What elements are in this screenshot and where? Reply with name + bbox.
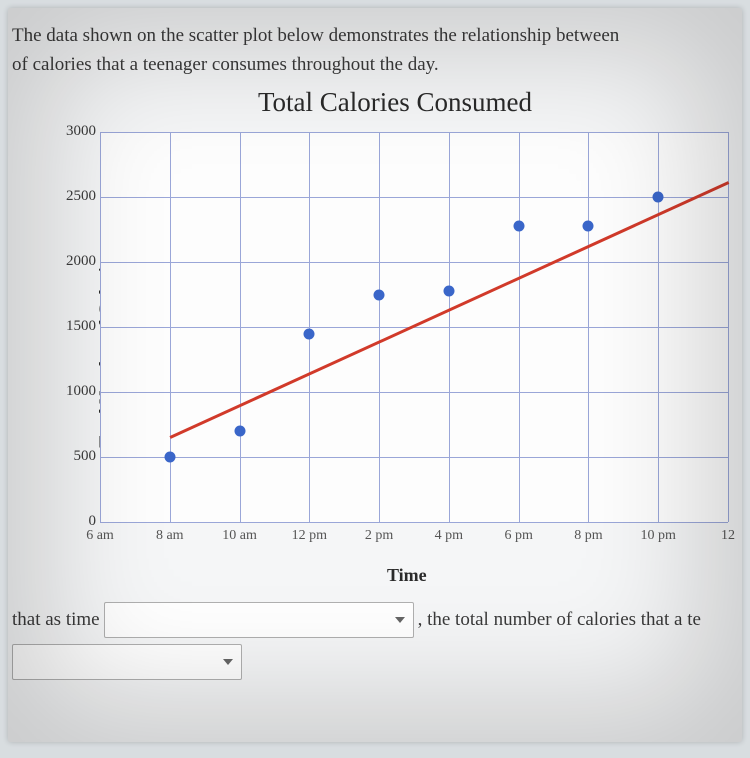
answer-middle: , the total number of calories that a te <box>418 609 701 631</box>
x-tick: 10 pm <box>641 528 676 544</box>
answer-prefix: that as time <box>12 609 100 631</box>
x-tick: 6 pm <box>504 528 532 544</box>
chevron-down-icon <box>223 659 233 665</box>
y-tick: 1500 <box>52 318 96 335</box>
plot-area <box>100 132 728 522</box>
data-point <box>374 289 385 300</box>
x-tick: 2 pm <box>365 528 393 544</box>
gridline <box>100 392 728 393</box>
gridline <box>100 197 728 198</box>
data-point <box>583 220 594 231</box>
gridline <box>728 132 729 522</box>
y-tick: 1000 <box>52 383 96 400</box>
x-tick: 12 <box>721 528 735 544</box>
x-axis-label: Time <box>387 565 427 586</box>
x-tick: 8 am <box>156 528 184 544</box>
gridline <box>100 262 728 263</box>
data-point <box>443 285 454 296</box>
y-tick: 500 <box>52 448 96 465</box>
question-line-2: of calories that a teenager consumes thr… <box>12 54 439 75</box>
question-line-1: The data shown on the scatter plot below… <box>12 25 619 46</box>
x-tick: 8 pm <box>574 528 602 544</box>
gridline <box>100 522 728 523</box>
chart-title: Total Calories Consumed <box>8 87 742 118</box>
x-tick: 4 pm <box>435 528 463 544</box>
gridline <box>100 132 728 133</box>
x-tick: 12 pm <box>292 528 327 544</box>
data-point <box>653 192 664 203</box>
y-tick: 3000 <box>52 123 96 140</box>
scatter-chart: Total Number of Calories Time 0500100015… <box>18 120 738 580</box>
data-point <box>304 328 315 339</box>
worksheet-page: The data shown on the scatter plot below… <box>8 8 742 742</box>
answer-row: that as time , the total number of calor… <box>8 602 742 680</box>
dropdown-time-direction[interactable] <box>104 602 414 638</box>
y-tick: 2000 <box>52 253 96 270</box>
x-tick: 6 am <box>86 528 114 544</box>
data-point <box>513 220 524 231</box>
y-tick: 2500 <box>52 188 96 205</box>
data-point <box>234 426 245 437</box>
data-point <box>164 452 175 463</box>
dropdown-calories-direction[interactable] <box>12 644 242 680</box>
x-tick: 10 am <box>222 528 257 544</box>
question-text: The data shown on the scatter plot below… <box>8 22 742 79</box>
chevron-down-icon <box>395 617 405 623</box>
gridline <box>100 457 728 458</box>
